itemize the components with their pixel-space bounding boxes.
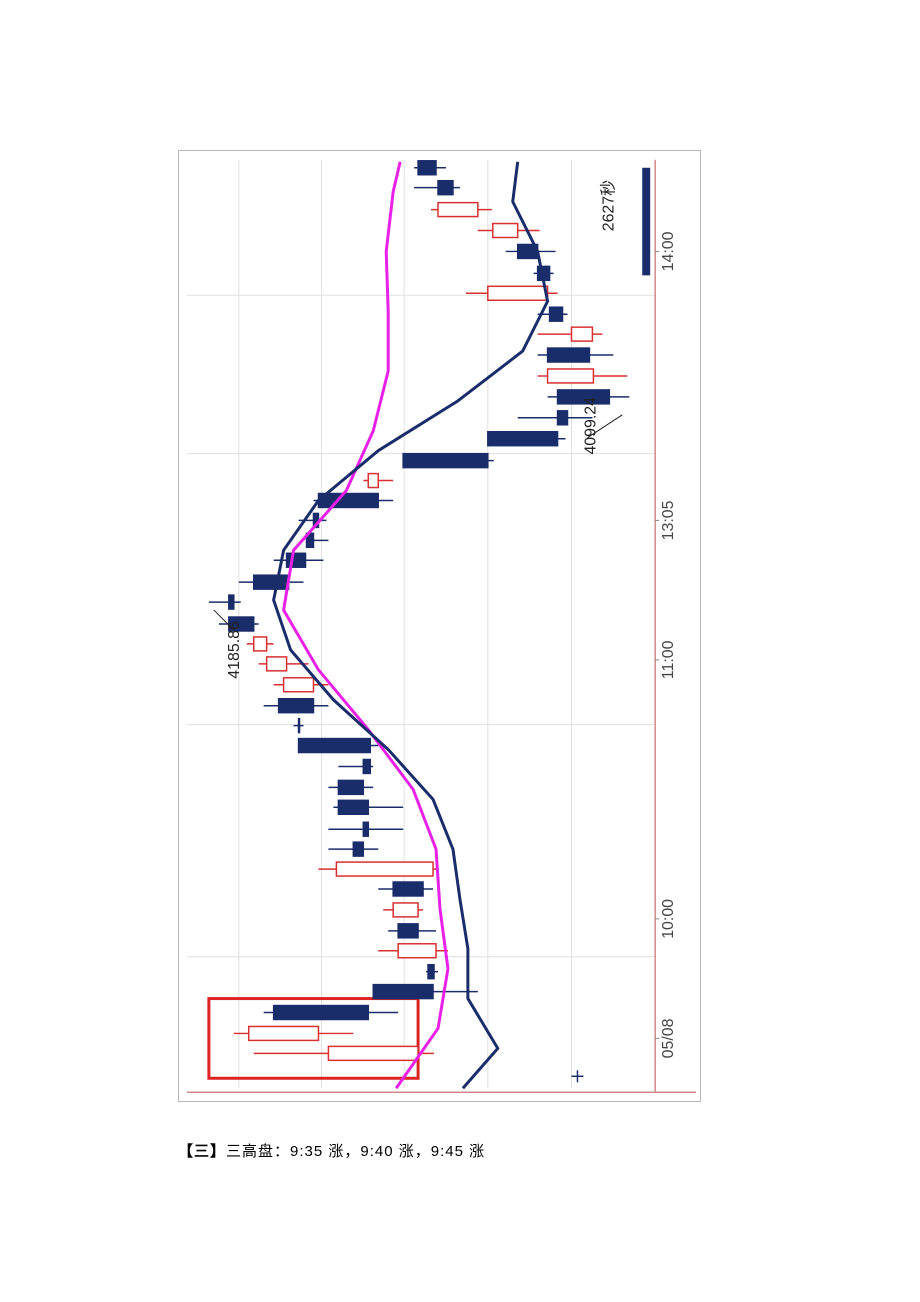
x-axis-tick-label: 05/08 [660,1018,677,1058]
candlestick-chart: 05/08 10:00 11:00 13:05 14:00 4185.86 4099.24 2… [178,150,701,1102]
x-axis-tick-label: 10:00 [660,899,677,939]
x-axis-tick-label: 14:00 [660,231,677,271]
x-axis-tick-label: 11:00 [660,640,677,679]
chart-annotation: 2627秒 [599,180,617,231]
caption-body: 三高盘：9:35 涨，9:40 涨，9:45 涨 [226,1143,485,1160]
chart-annotation: 4099.24 [582,397,599,455]
x-axis-tick-label: 13:05 [660,500,677,540]
caption-prefix: 【三】 [178,1143,226,1160]
page: 05/08 10:00 11:00 13:05 14:00 4185.86 4099.24 2… [0,0,920,1302]
chart-annotation: 4185.86 [226,621,243,679]
caption-text: 【三】三高盘：9:35 涨，9:40 涨，9:45 涨 [178,1140,485,1161]
chart-svg: 05/08 10:00 11:00 13:05 14:00 4185.86 4099.24 2… [179,151,700,1101]
